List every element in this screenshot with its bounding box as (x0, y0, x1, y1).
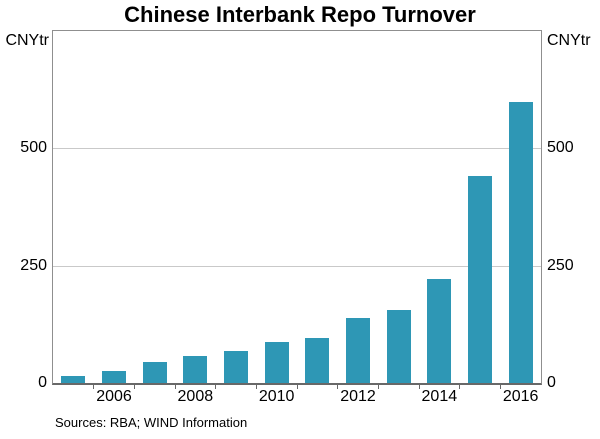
y-axis-label-right-250: 250 (547, 256, 574, 274)
x-axis-tick (215, 385, 217, 389)
x-axis-label-2006: 2006 (96, 388, 132, 405)
y-axis-label-left-250: 250 (20, 256, 47, 274)
x-axis-label-2008: 2008 (177, 388, 214, 405)
y-axis-label-right-0: 0 (547, 374, 556, 391)
x-axis-label-2012: 2012 (340, 388, 376, 405)
x-axis-tick (133, 385, 135, 389)
y-axis-unit-right: CNYtr (547, 32, 591, 49)
x-axis-tick (296, 385, 298, 389)
bar-2007 (142, 362, 167, 383)
x-axis-label-2014: 2014 (421, 388, 458, 405)
x-axis-tick (377, 385, 379, 389)
bar-2011 (305, 338, 330, 383)
bar-2008 (183, 356, 208, 383)
plot-area (52, 30, 542, 389)
bar-2010 (264, 342, 289, 383)
x-axis-tick (93, 385, 95, 389)
chart-title: Chinese Interbank Repo Turnover (124, 2, 476, 27)
x-axis-tick (459, 385, 461, 389)
bar-2006 (102, 371, 126, 383)
source-note: Sources: RBA; WIND Information (55, 415, 248, 430)
x-axis-tick (499, 385, 501, 389)
bar-2016 (508, 102, 533, 383)
x-axis-tick (255, 385, 257, 389)
y-axis-label-right-500: 500 (547, 139, 574, 157)
bar-2005 (61, 376, 86, 383)
x-axis-label-2010: 2010 (258, 388, 295, 405)
bar-2013 (386, 310, 411, 383)
bar-2014 (427, 279, 452, 383)
y-axis-label-left-500: 500 (20, 139, 47, 157)
y-axis-label-left-0: 0 (38, 374, 47, 391)
gridline-250 (53, 265, 541, 267)
x-axis-tick (418, 385, 420, 389)
bar-2009 (224, 351, 248, 383)
x-axis-tick (337, 385, 339, 389)
x-axis-tick (174, 385, 176, 389)
bar-2012 (346, 318, 370, 383)
bar-2015 (468, 176, 492, 383)
y-axis-unit-left: CNYtr (5, 32, 49, 49)
gridline-500 (53, 148, 541, 150)
x-axis-label-2016: 2016 (502, 388, 539, 405)
